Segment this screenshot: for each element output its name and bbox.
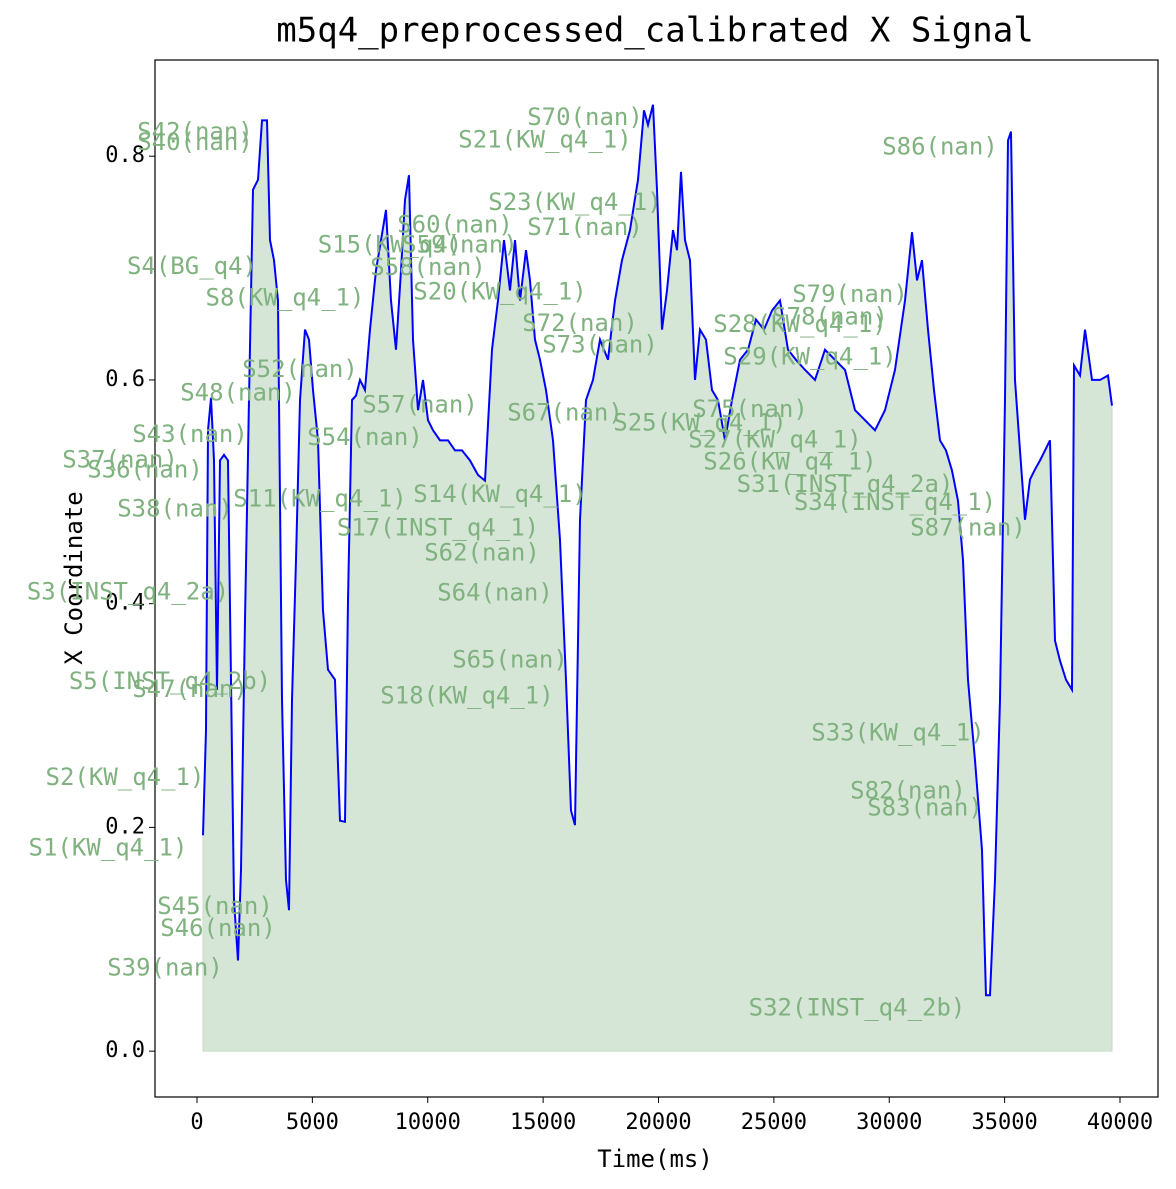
annotation: S65(nan) xyxy=(452,646,568,674)
annotation: S29(KW_q4_1) xyxy=(723,343,896,371)
x-tick-label: 10000 xyxy=(395,1110,461,1135)
y-tick-label: 0.4 xyxy=(105,591,145,616)
y-tick-label: 0.2 xyxy=(105,814,145,839)
annotation: S58(nan) xyxy=(370,253,486,281)
annotation: S67(nan) xyxy=(507,398,623,426)
annotation: S86(nan) xyxy=(882,132,998,160)
annotation: S52(nan) xyxy=(242,355,358,383)
annotation: S72(nan) xyxy=(522,309,638,337)
annotation: S70(nan) xyxy=(527,103,643,131)
annotation: S48(nan) xyxy=(180,378,296,406)
y-tick-label: 0.6 xyxy=(105,367,145,392)
annotation: S27(KW_q4_1) xyxy=(688,425,861,453)
annotation: S75(nan) xyxy=(692,395,808,423)
annotation: S87(nan) xyxy=(910,514,1026,542)
x-axis-label: Time(ms) xyxy=(597,1145,713,1173)
annotation: S3(INST_q4_2a) xyxy=(27,577,229,605)
annotation: S17(INST_q4_1) xyxy=(337,514,539,542)
x-tick-label: 40000 xyxy=(1087,1110,1153,1135)
annotation: S54(nan) xyxy=(307,423,423,451)
annotation: S37(nan) xyxy=(62,445,178,473)
annotation: S23(KW_q4_1) xyxy=(488,188,661,216)
x-tick-label: 30000 xyxy=(856,1110,922,1135)
annotation: S39(nan) xyxy=(107,953,223,981)
annotation: S20(KW_q4_1) xyxy=(413,278,586,306)
annotation: S21(KW_q4_1) xyxy=(458,126,631,154)
annotation: S28(KW_q4_1) xyxy=(713,310,886,338)
annotation: S40(nan) xyxy=(137,128,253,156)
annotation: S4(BG_q4) xyxy=(127,252,257,280)
y-tick-label: 0.0 xyxy=(105,1038,145,1063)
annotation: S43(nan) xyxy=(132,420,248,448)
annotation: S31(INST_q4_2a) xyxy=(737,470,954,498)
annotation: S8(KW_q4_1) xyxy=(206,283,365,311)
annotation: S26(KW_q4_1) xyxy=(703,448,876,476)
line xyxy=(201,104,1113,997)
annotation: S18(KW_q4_1) xyxy=(380,682,553,710)
annotation: S62(nan) xyxy=(424,538,540,566)
annotation: S83(nan) xyxy=(867,793,983,821)
annotation: S64(nan) xyxy=(437,579,553,607)
annotation: S36(nan) xyxy=(87,456,203,484)
x-tick-label: 15000 xyxy=(510,1110,576,1135)
annotation: S42(nan) xyxy=(137,118,253,146)
annotation: S78(nan) xyxy=(772,302,888,330)
x-tick-label: 5000 xyxy=(286,1110,339,1135)
annotation: S33(KW_q4_1) xyxy=(811,718,984,746)
annotation: S45(nan) xyxy=(157,892,273,920)
x-tick-label: 35000 xyxy=(972,1110,1038,1135)
annotation: S71(nan) xyxy=(527,213,643,241)
x-tick-label: 25000 xyxy=(741,1110,807,1135)
y-axis-label: X Coordinate xyxy=(60,491,88,664)
annotation: S59(nan) xyxy=(402,231,518,259)
annotation: S11(KW_q4_1) xyxy=(233,485,406,513)
annotation: S82(nan) xyxy=(850,777,966,805)
annotation: S2(KW_q4_1) xyxy=(46,763,205,791)
annotation: S14(KW_q4_1) xyxy=(413,480,586,508)
annotation: S79(nan) xyxy=(792,280,908,308)
x-tick-label: 0 xyxy=(190,1110,203,1135)
x-tick-label: 20000 xyxy=(625,1110,691,1135)
annotation: S34(INST_q4_1) xyxy=(794,488,996,516)
annotation: S25(KW_q4_1) xyxy=(613,409,786,437)
annotation: S46(nan) xyxy=(160,914,276,942)
annotation: S5(INST_q4_2b) xyxy=(69,667,271,695)
chart-title: m5q4_preprocessed_calibrated X Signal xyxy=(276,11,1033,51)
annotation: S15(KW_q4) xyxy=(318,231,463,259)
annotation: S38(nan) xyxy=(117,495,233,523)
annotation: S73(nan) xyxy=(542,330,658,358)
annotation: S1(KW_q4_1) xyxy=(29,834,188,862)
annotation: S47(nan) xyxy=(132,675,248,703)
plot-frame xyxy=(154,59,1159,1098)
annotation: S32(INST_q4_2b) xyxy=(749,994,966,1022)
annotation: S57(nan) xyxy=(362,391,478,419)
y-tick-label: 0.8 xyxy=(105,143,145,168)
annotation: S60(nan) xyxy=(397,211,513,239)
